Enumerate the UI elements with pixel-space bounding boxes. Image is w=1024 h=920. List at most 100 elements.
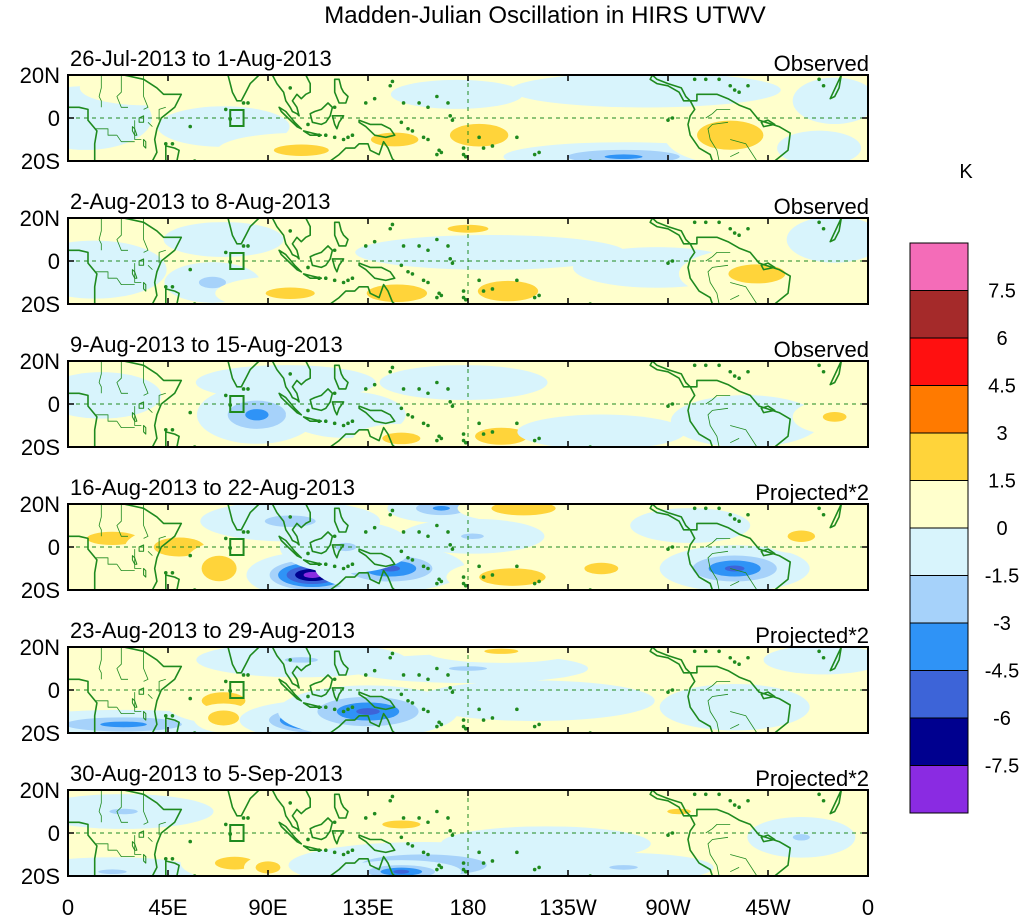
island <box>306 837 310 842</box>
island <box>670 116 675 120</box>
border <box>98 361 102 394</box>
anomaly-blob <box>777 130 862 161</box>
island <box>350 276 355 281</box>
island <box>670 831 675 835</box>
anomaly-blob <box>659 545 810 590</box>
coastline <box>302 702 323 708</box>
island <box>732 660 737 664</box>
island <box>435 380 439 385</box>
island <box>306 265 310 270</box>
island <box>399 263 404 268</box>
coastline <box>271 218 311 260</box>
island <box>732 803 737 807</box>
lake <box>143 139 147 149</box>
island <box>390 222 395 227</box>
island <box>821 226 826 231</box>
island <box>439 579 444 584</box>
island <box>332 135 337 140</box>
coastlines <box>68 790 843 876</box>
island <box>163 571 168 575</box>
coastline <box>329 140 396 161</box>
coastline <box>278 106 303 130</box>
island <box>323 562 328 566</box>
anomaly-blob <box>68 372 162 419</box>
border <box>134 120 142 140</box>
island <box>288 801 293 805</box>
lake <box>138 258 145 266</box>
island <box>363 530 368 534</box>
border <box>730 711 758 733</box>
island <box>817 792 821 797</box>
island <box>388 83 393 88</box>
y-tick-label: 20S <box>21 864 60 889</box>
island <box>435 295 439 300</box>
island <box>746 798 750 803</box>
border <box>143 790 149 825</box>
island <box>399 120 404 125</box>
island <box>439 722 444 727</box>
border <box>116 277 135 285</box>
border <box>134 835 142 855</box>
coastline <box>68 75 183 161</box>
colorbar-swatch <box>909 527 969 576</box>
coastline <box>649 647 791 733</box>
island <box>463 440 468 445</box>
island <box>461 289 466 293</box>
island <box>692 363 697 368</box>
island <box>437 434 441 439</box>
island <box>728 798 733 803</box>
island <box>461 861 466 865</box>
border <box>94 414 117 422</box>
border <box>730 581 740 587</box>
island <box>188 696 193 701</box>
border <box>147 694 153 699</box>
island <box>703 220 708 225</box>
anomaly-blob <box>353 423 450 447</box>
border <box>158 678 166 693</box>
panel-period-label: 23-Aug-2013 to 29-Aug-2013 <box>70 618 355 643</box>
island <box>477 850 481 855</box>
island <box>481 861 486 865</box>
island <box>817 220 821 225</box>
anomaly-blob <box>759 518 844 554</box>
coastline <box>68 361 183 447</box>
coastline <box>649 361 791 447</box>
island <box>363 816 368 820</box>
anomaly-blob <box>390 79 523 109</box>
border <box>705 538 731 548</box>
border <box>705 681 731 691</box>
island <box>170 142 175 146</box>
panel-2: 20N 0 20S 2-Aug-2013 to 8-Aug-2013 Observed <box>20 189 869 317</box>
anomaly-blob <box>419 111 540 159</box>
island <box>532 581 537 586</box>
island <box>421 850 426 855</box>
coastline <box>649 504 791 590</box>
island <box>461 867 466 872</box>
border <box>147 122 153 127</box>
coastline <box>271 361 311 403</box>
anomaly-blob <box>510 75 781 108</box>
island <box>288 372 293 376</box>
panel-type-label: Projected*2 <box>755 766 869 791</box>
island <box>728 655 733 660</box>
border <box>116 647 128 680</box>
island <box>170 714 175 718</box>
island <box>481 575 486 579</box>
border <box>158 249 166 264</box>
border <box>707 121 729 161</box>
border <box>116 134 135 143</box>
island <box>463 154 468 159</box>
island <box>439 436 444 441</box>
y-tick-label: 20N <box>20 492 60 517</box>
island <box>703 506 708 511</box>
island <box>477 135 481 140</box>
anomaly-blob <box>68 794 214 829</box>
island <box>477 421 481 426</box>
border <box>158 821 166 836</box>
y-tick-label: 0 <box>48 821 60 846</box>
coastline <box>302 416 323 422</box>
border <box>94 128 117 136</box>
island <box>461 432 466 436</box>
coastline <box>329 855 396 876</box>
anomaly-blob <box>630 508 751 543</box>
